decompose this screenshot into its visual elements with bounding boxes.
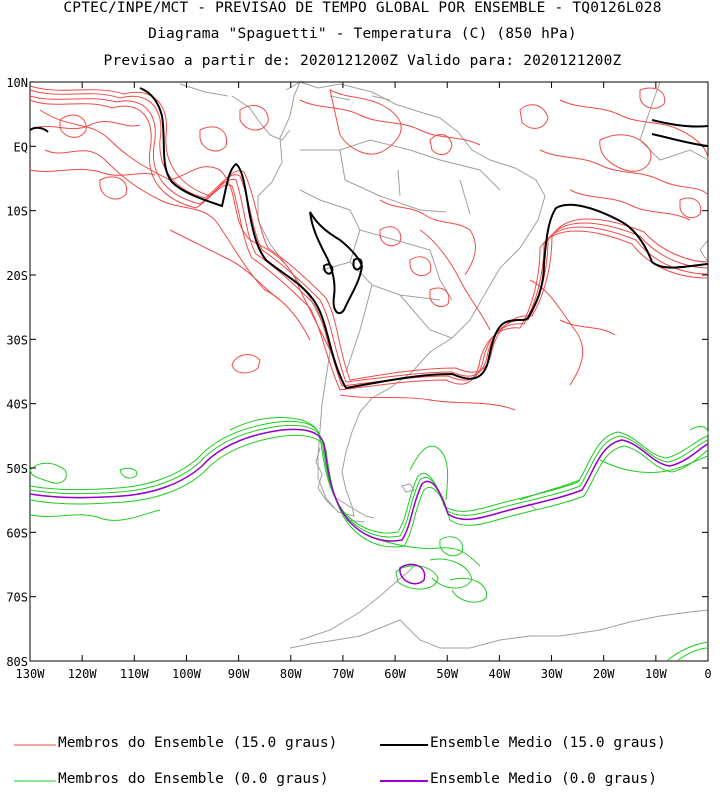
lon-label: 40W xyxy=(489,667,511,681)
lon-label: 80W xyxy=(280,667,302,681)
antarctic-peninsula xyxy=(289,565,709,649)
legend-mean-15: Ensemble Medio (15.0 graus) xyxy=(430,735,666,751)
lat-label: 70S xyxy=(6,591,28,605)
mean-contour-15 xyxy=(29,87,709,390)
lat-label: 40S xyxy=(6,398,28,412)
lat-label: 30S xyxy=(6,333,28,347)
lon-label: 10W xyxy=(645,667,667,681)
legend-mean-0: Ensemble Medio (0.0 graus) xyxy=(430,771,657,787)
lon-label: 70W xyxy=(332,667,354,681)
falkland-islands xyxy=(401,483,415,493)
plot-frame xyxy=(29,81,709,662)
lon-label: 30W xyxy=(541,667,563,681)
lat-label: EQ xyxy=(14,140,28,154)
lon-label: 120W xyxy=(68,667,98,681)
legend-member-15: Membros do Ensemble (15.0 graus) xyxy=(58,735,338,751)
lat-label: 80S xyxy=(6,655,28,669)
lon-label: 100W xyxy=(172,667,202,681)
title-line-3: Previsao a partir de: 2020121200Z Valido… xyxy=(103,53,622,69)
mean-contour-0 xyxy=(29,428,709,585)
lon-label: 50W xyxy=(436,667,458,681)
lat-label: 10S xyxy=(6,205,28,219)
lon-label: 60W xyxy=(384,667,406,681)
lon-label: 130W xyxy=(16,667,46,681)
legend-lines xyxy=(14,744,428,782)
legend-member-0: Membros do Ensemble (0.0 graus) xyxy=(58,771,329,787)
africa-coast xyxy=(639,81,709,263)
lat-label: 60S xyxy=(6,526,28,540)
south-america-coast xyxy=(257,81,546,517)
lon-label: 110W xyxy=(120,667,150,681)
title-line-1: CPTEC/INPE/MCT - PREVISAO DE TEMPO GLOBA… xyxy=(63,0,662,16)
lon-label: 20W xyxy=(593,667,615,681)
lat-label: 10N xyxy=(6,76,28,90)
land-outlines xyxy=(179,81,709,649)
lat-label: 50S xyxy=(6,462,28,476)
member-contours-15 xyxy=(29,85,709,411)
lat-label: 20S xyxy=(6,269,28,283)
central-america-coast xyxy=(179,81,391,141)
title-line-2: Diagrama "Spaguetti" - Temperatura (C) (… xyxy=(148,26,577,42)
lon-label: 0 xyxy=(704,667,711,681)
lon-label: 90W xyxy=(228,667,250,681)
member-contours-0 xyxy=(29,417,709,661)
country-borders xyxy=(299,139,501,373)
